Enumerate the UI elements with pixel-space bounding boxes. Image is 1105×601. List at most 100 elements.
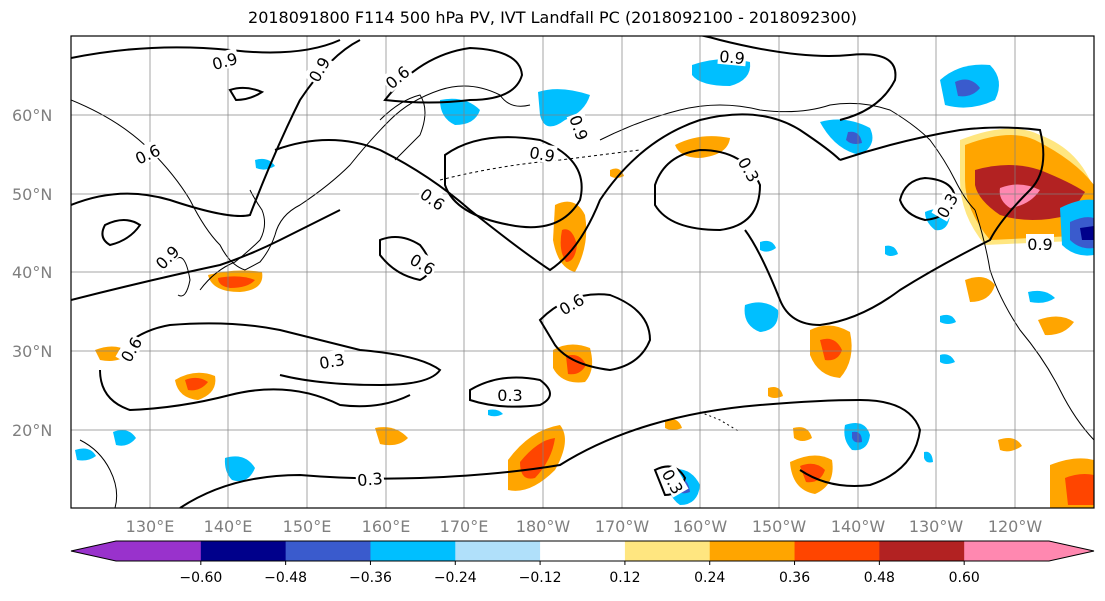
contour-label-background	[380, 60, 414, 93]
lon-tick-label: 120°W	[988, 517, 1043, 536]
colorbar-tick-label: −0.48	[264, 570, 307, 586]
colorbar-tick-label: −0.36	[349, 570, 392, 586]
lon-tick-label: 150°E	[283, 517, 332, 536]
ivt-positive-region	[185, 377, 208, 391]
lon-tick-label: 150°W	[752, 517, 807, 536]
colorbar-tick-label: 0.60	[949, 570, 980, 586]
lon-tick-label: 140°W	[831, 517, 886, 536]
ivt-negative-region	[852, 431, 862, 443]
pv-contour	[101, 219, 142, 247]
hawaii-islands	[699, 411, 741, 433]
contour-label-background	[416, 182, 450, 214]
longitude-axis: 130°E 140°E 150°E 160°E 170°E 180°W 170°…	[126, 517, 1043, 536]
contour-label-background	[150, 240, 183, 273]
contour-label-background	[931, 188, 962, 222]
colorbar-segment	[964, 541, 1050, 561]
colorbar-tick-label: −0.24	[434, 570, 477, 586]
contour-label-background	[526, 141, 558, 165]
ivt-negative-region	[440, 98, 480, 125]
contour-label-background	[208, 47, 241, 73]
ivt-positive-region	[793, 427, 812, 441]
colorbar-segment	[540, 541, 626, 561]
colorbar-tick-label: −0.60	[179, 570, 222, 586]
ivt-negative-region	[940, 314, 956, 324]
pv-contour	[179, 398, 922, 508]
asia-coastline	[71, 85, 531, 271]
contour-label-background	[658, 464, 689, 498]
ivt-negative-region	[488, 409, 503, 417]
contour-label: 0.9	[528, 143, 556, 166]
korea-coastline	[174, 257, 191, 297]
pv-contour	[383, 46, 524, 104]
pv-contour	[744, 126, 1045, 327]
ivt-negative-region	[692, 59, 751, 86]
colorbar-segment	[200, 541, 287, 561]
coastlines	[71, 85, 1094, 508]
ivt-negative-region	[1028, 290, 1055, 303]
contour-label-background	[406, 248, 440, 279]
ivt-negative-region	[940, 354, 955, 364]
contour-label: 0.9	[1027, 235, 1052, 254]
ivt-negative-region	[538, 89, 590, 127]
colorbar-tick-label: −0.12	[519, 570, 562, 586]
ivt-positive-region	[1038, 316, 1074, 336]
lon-tick-label: 180°W	[516, 517, 571, 536]
ivt-negative-region	[224, 456, 255, 482]
lon-tick-label: 130°W	[909, 517, 964, 536]
contour-label-background	[566, 111, 594, 144]
contour-label: 0.3	[497, 386, 522, 405]
colorbar-outline	[70, 540, 1095, 562]
ivt-negative-region	[113, 430, 136, 446]
colorbar-extend-min	[71, 541, 116, 561]
colorbar: −0.60 −0.48 −0.36 −0.24 −0.12 0.12 0.24 0.36 0.4…	[70, 540, 1095, 586]
contour-label-background	[1026, 234, 1054, 252]
colorbar-segment	[370, 541, 456, 561]
contour-label-background	[130, 139, 164, 168]
ivt-positive-region	[965, 276, 995, 302]
pv-contour	[653, 465, 687, 497]
map-frame	[70, 35, 1095, 509]
lat-tick-label: 20°N	[12, 421, 52, 440]
contour-labels: 0.9 0.9 0.60.90.6 0.90.60.90.30.60.90.60.6 0…	[115, 45, 1054, 498]
pv-contour	[228, 86, 265, 102]
colorbar-segment	[455, 541, 541, 561]
lat-tick-label: 30°N	[12, 342, 52, 361]
ivt-positive-region	[610, 168, 624, 178]
north-america-coastline	[974, 209, 1094, 441]
lon-tick-label: 160°E	[362, 517, 411, 536]
contour-label-background	[316, 348, 348, 372]
colorbar-tick-label: 0.24	[694, 570, 725, 586]
colorbar-tick-label: 0.12	[609, 570, 640, 586]
latitude-axis: 60°N 50°N 40°N 30°N 20°N	[12, 106, 52, 440]
lon-tick-label: 130°E	[126, 517, 175, 536]
pv-contour	[274, 113, 841, 272]
ivt-positive-region	[218, 276, 255, 288]
ivt-negative-region	[820, 119, 873, 155]
lon-tick-label: 170°W	[595, 517, 650, 536]
colorbar-segment	[879, 541, 965, 561]
ivt-positive-region	[560, 229, 577, 262]
lon-tick-label: 160°W	[673, 517, 728, 536]
colorbar-tick-label: 0.36	[779, 570, 810, 586]
ivt-negative-region	[955, 79, 980, 97]
ivt-negative-region	[885, 245, 898, 256]
pv-contour	[71, 209, 341, 301]
ivt-positive-region	[665, 419, 682, 430]
ivt-positive-region	[820, 338, 842, 361]
map-title: 2018091800 F114 500 hPa PV, IVT Landfall…	[248, 8, 857, 27]
kamchatka-coastline	[379, 94, 426, 161]
colorbar-segment	[285, 541, 371, 561]
ivt-positive-region	[566, 355, 586, 375]
colorbar-segment	[116, 541, 202, 561]
contour-label-background	[496, 385, 524, 403]
pv-contour	[469, 376, 551, 408]
ivt-negative-region	[744, 302, 779, 332]
ivt-positive-region	[800, 463, 825, 483]
ivt-negative-region	[760, 240, 776, 252]
contour-label-background	[717, 45, 747, 67]
alaska-coastline	[599, 102, 976, 211]
contour-label-background	[554, 288, 588, 319]
contour-label-background	[115, 332, 146, 366]
pv-contour	[538, 293, 652, 372]
